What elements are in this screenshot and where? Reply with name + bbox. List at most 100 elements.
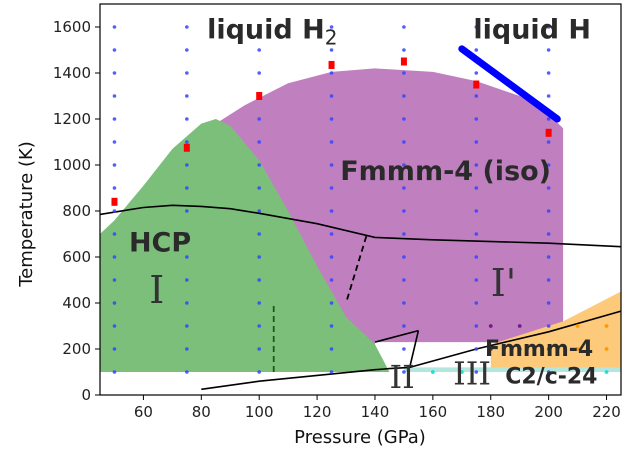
sample-point (517, 324, 522, 328)
sample-point (402, 71, 406, 75)
sample-point (112, 347, 117, 351)
sample-point (185, 324, 189, 328)
y-tick-label: 1400 (53, 64, 91, 82)
y-tick-label: 200 (62, 340, 91, 358)
region-0 (186, 68, 564, 347)
sample-point (402, 209, 406, 213)
y-axis-title: Temperature (K) (16, 141, 37, 288)
sample-point (329, 232, 334, 236)
sample-point (329, 301, 334, 305)
boundary-line-3 (408, 330, 420, 368)
region-3 (403, 367, 621, 372)
sample-point (257, 48, 261, 52)
sample-point (546, 232, 551, 236)
sample-point (474, 117, 479, 121)
sample-point (402, 186, 406, 190)
sample-point (474, 48, 479, 52)
phase-label-text: liquid H (207, 15, 325, 46)
sample-point (257, 370, 261, 374)
sample-point (185, 25, 189, 29)
sample-point (185, 71, 189, 75)
sample-point (257, 25, 261, 29)
sample-point (474, 186, 479, 190)
x-tick-label: 200 (534, 403, 563, 421)
sample-point (474, 25, 479, 29)
phase-label-1: liquid H (473, 15, 591, 46)
x-tick-label: 120 (303, 403, 332, 421)
sample-point (474, 301, 479, 305)
sample-point (402, 370, 406, 374)
y-tick-label: 400 (62, 294, 91, 312)
y-tick-label: 1000 (53, 156, 91, 174)
x-tick-label: 100 (245, 403, 274, 421)
sample-point (112, 163, 117, 167)
sample-point (575, 324, 580, 328)
sample-point (546, 71, 551, 75)
sample-point (402, 347, 406, 351)
sample-point (112, 71, 117, 75)
boundary-line-4 (374, 329, 419, 343)
sample-point (185, 347, 189, 351)
sample-point (604, 347, 609, 351)
x-tick-label: 80 (192, 403, 211, 421)
sample-point (402, 278, 406, 282)
boundary-line-1 (201, 366, 410, 391)
boundary-line-0 (99, 204, 622, 248)
sample-point (402, 117, 406, 121)
sample-point (257, 140, 261, 144)
sample-point (604, 324, 609, 328)
sample-point (546, 163, 551, 167)
sample-point (402, 255, 406, 259)
sample-point (112, 117, 117, 121)
phase-label-5: C2/c-24 (505, 365, 597, 390)
sample-point (329, 163, 334, 167)
sample-point (112, 25, 117, 29)
sample-point (112, 278, 117, 282)
sample-point (329, 25, 334, 29)
sample-point (329, 94, 334, 98)
axes: 60 80 100 120 140 160 180 200 220 0 200 400 600 800 10… (53, 3, 622, 421)
sample-point (185, 48, 189, 52)
sample-point (185, 370, 189, 374)
x-tick-label: 60 (134, 403, 153, 421)
sample-point (112, 301, 117, 305)
sample-point (546, 347, 551, 351)
sample-point (517, 347, 522, 351)
sample-point (546, 48, 551, 52)
sample-point (185, 163, 189, 167)
boundary-line-6 (345, 236, 368, 304)
sample-point (257, 301, 261, 305)
y-tick-label: 800 (62, 202, 91, 220)
y-tick-label: 600 (62, 248, 91, 266)
sample-point (604, 370, 609, 374)
melting-point (328, 60, 335, 69)
sample-point (402, 232, 406, 236)
liquid-h-line (458, 45, 561, 123)
sample-point (329, 347, 334, 351)
sample-point (112, 255, 117, 259)
sample-point (546, 324, 551, 328)
sample-point (329, 71, 334, 75)
phase-label-text: Fmmm-4 (iso) (340, 156, 551, 187)
sample-point (402, 301, 406, 305)
phase-label-4: Fmmm-4 (485, 337, 593, 362)
sample-point (257, 117, 261, 121)
sample-point (185, 140, 189, 144)
sample-point (257, 324, 261, 328)
sample-point (546, 94, 551, 98)
phase-boundaries (99, 204, 622, 391)
sample-point (575, 370, 580, 374)
sample-point (257, 163, 261, 167)
sample-point (546, 255, 551, 259)
sample-point (488, 324, 493, 328)
sample-point (474, 209, 479, 213)
sample-point (329, 255, 334, 259)
sample-point (474, 255, 479, 259)
phase-label-2: Fmmm-4 (iso) (340, 156, 551, 187)
melting-point (256, 92, 263, 100)
sample-point (402, 140, 406, 144)
sample-point (329, 48, 334, 52)
sample-point (474, 94, 479, 98)
sample-point (474, 370, 479, 374)
sample-point (546, 209, 551, 213)
